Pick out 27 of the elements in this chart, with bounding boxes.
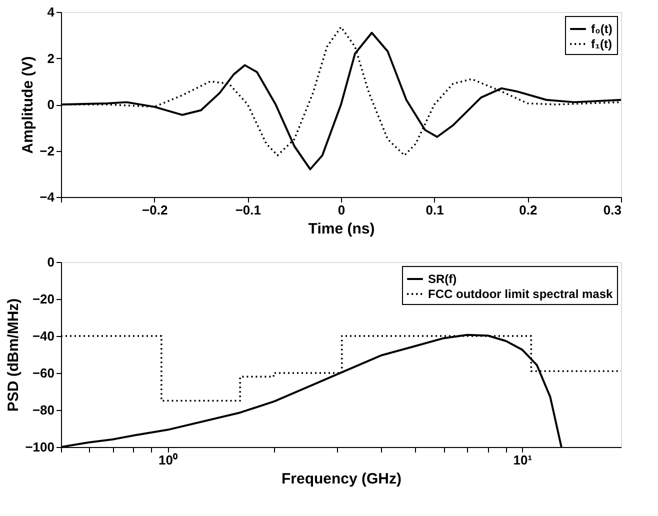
y-tick-label: −40 (32, 328, 54, 344)
legend-label: f₁(t) (591, 37, 612, 51)
x-axis-title: Time (ns) (308, 220, 375, 238)
y-tick-label: −80 (32, 402, 54, 418)
x-axis-title: Frequency (GHz) (281, 470, 402, 488)
legend-label: f₀(t) (591, 22, 612, 36)
x-tick-label: −0.2 (142, 202, 168, 218)
y-tick-label: 0 (47, 97, 54, 112)
y-tick-label: −2 (40, 143, 54, 158)
x-tick-label: 10¹ (513, 452, 532, 468)
legend-label: SR(f) (428, 272, 457, 286)
x-tick-label: 0.2 (519, 202, 538, 218)
y-tick-label: −4 (40, 190, 56, 204)
y-axis-title: Amplitude (V) (20, 56, 37, 154)
y-tick-label: 2 (47, 50, 54, 66)
x-tick-label: 0.1 (426, 202, 444, 218)
legend-label: FCC outdoor limit spectral mask (428, 287, 614, 301)
y-axis-title: PSD (dBm/MHz) (5, 298, 22, 412)
y-tick-label: 0 (47, 254, 54, 270)
y-tick-label: −100 (25, 440, 54, 454)
y-tick-label: 4 (47, 4, 56, 20)
x-tick-label: 10⁰ (158, 452, 178, 468)
x-tick-label: 0 (338, 202, 346, 218)
y-tick-label: −60 (32, 366, 54, 380)
x-tick-label: 0.3 (603, 202, 622, 218)
x-tick-label: −0.1 (235, 202, 262, 218)
y-tick-label: −20 (32, 292, 54, 306)
